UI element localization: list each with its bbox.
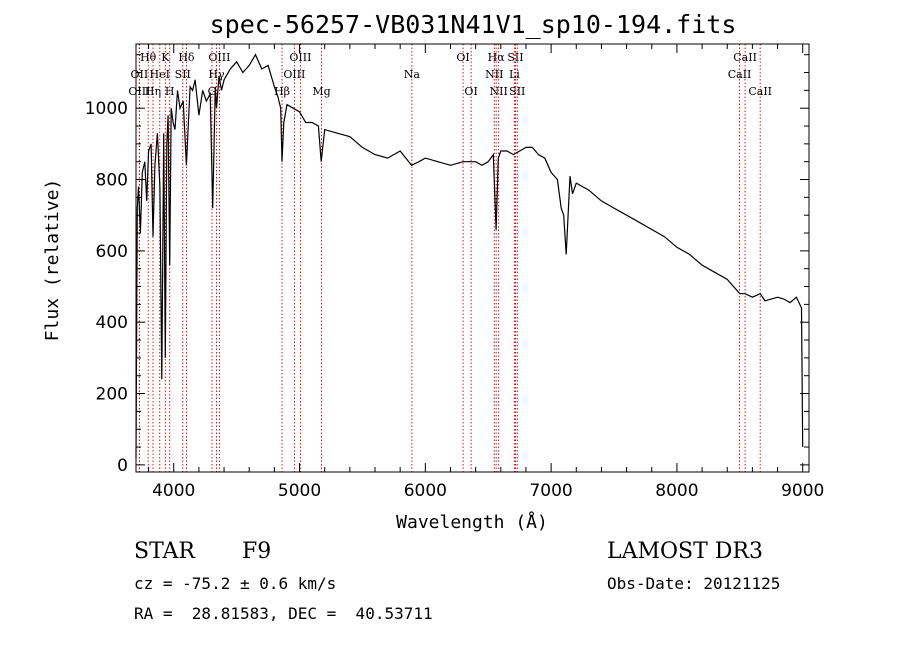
spectral-line-label: OIII	[283, 68, 305, 81]
plot-title: spec-56257-VB031N41V1_sp10-194.fits	[210, 10, 737, 39]
y-tick-label: 600	[96, 242, 128, 262]
x-tick-label: 6000	[404, 481, 447, 501]
x-tick-label: 9000	[781, 481, 824, 501]
spectral-line-label: Hγ	[208, 68, 225, 81]
spectral-line-label: OI	[456, 51, 469, 64]
spectral-line-label: CaII	[728, 68, 752, 81]
spectral-line-label: CaII	[748, 85, 772, 98]
spectral-line-label: K	[161, 51, 170, 64]
spectral-line-label: Hθ	[140, 51, 157, 64]
spectral-subclass-text: F9	[242, 539, 272, 564]
object-class-text: STAR	[134, 539, 195, 564]
spectral-line-label: CaII	[733, 51, 757, 64]
spectral-line-label: Mg	[312, 85, 330, 98]
spectral-line-label: OIII	[128, 85, 150, 98]
redshift-text: cz = -75.2 ± 0.6 km/s	[134, 574, 337, 593]
spectral-line-label: SII	[175, 68, 191, 81]
spectral-line-label: NII	[490, 85, 508, 98]
survey-name-text: LAMOST DR3	[607, 539, 763, 564]
spectral-line-label: OIII	[208, 51, 230, 64]
x-tick-label: 5000	[278, 481, 321, 501]
spectral-line-label: Hη	[145, 85, 161, 98]
spectral-line-label: OI	[464, 85, 477, 98]
y-tick-label: 1000	[85, 99, 128, 119]
spectral-line-label: HeI	[150, 68, 170, 81]
y-tick-label: 800	[96, 171, 128, 191]
spectral-line-label: Li	[509, 68, 520, 81]
y-tick-label: 0	[117, 456, 128, 476]
spectral-line-label: H	[165, 85, 175, 98]
spectral-line-label: Hα	[488, 51, 506, 64]
spectral-line-label: Hβ	[274, 85, 290, 98]
x-tick-label: 7000	[529, 481, 572, 501]
y-axis-label: Flux (relative)	[42, 179, 63, 342]
spectral-line-label: NII	[485, 68, 503, 81]
x-tick-label: 4000	[152, 481, 195, 501]
y-tick-label: 200	[96, 385, 128, 405]
y-tick-label: 400	[96, 313, 128, 333]
plot-frame	[135, 43, 810, 473]
spectral-line-label: OIII	[289, 51, 311, 64]
x-axis-label: Wavelength (Å)	[396, 511, 548, 533]
spectrum-series-line	[135, 53, 804, 458]
axis-ticks: 4000 5000 6000 7000 8000 9000 0 200 400 600 800 100…	[85, 44, 824, 501]
spectral-line-label: SII	[507, 51, 523, 64]
coordinates-text: RA = 28.81583, DEC = 40.53711	[134, 604, 433, 623]
spectral-line-label: SII	[509, 85, 525, 98]
x-tick-label: 8000	[655, 481, 698, 501]
spectral-line-label: G	[208, 85, 217, 98]
spectral-line-label: Na	[404, 68, 421, 81]
obs-date-text: Obs-Date: 20121125	[607, 574, 781, 593]
spectral-line-label: Hδ	[178, 51, 195, 64]
spectral-line-label: OII	[131, 68, 149, 81]
